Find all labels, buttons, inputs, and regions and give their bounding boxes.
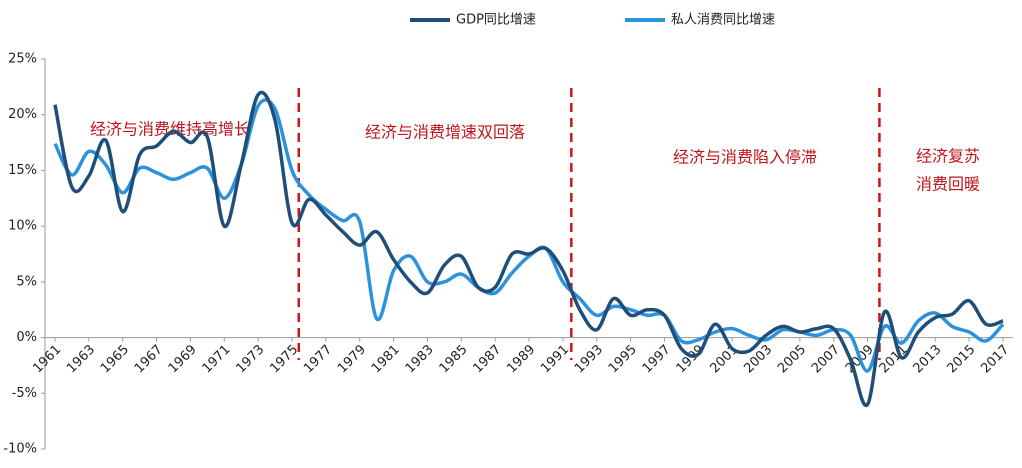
x-tick-label: 1989 bbox=[504, 342, 538, 376]
series-line bbox=[53, 90, 1004, 408]
x-tick-label: 1979 bbox=[335, 342, 369, 376]
x-tick-label: 1975 bbox=[267, 342, 301, 376]
x-tick-label: 1973 bbox=[233, 342, 267, 376]
x-tick-label: 1977 bbox=[301, 342, 335, 376]
x-tick-label: 1963 bbox=[64, 342, 98, 376]
y-tick-label: 5% bbox=[16, 274, 37, 289]
annotation: 消费回暖 bbox=[916, 175, 980, 194]
x-tick-label: 1987 bbox=[470, 342, 504, 376]
y-tick-label: -5% bbox=[12, 386, 37, 401]
x-tick-label: 2007 bbox=[809, 342, 843, 376]
x-tick-label: 1983 bbox=[403, 342, 437, 376]
x-tick-label: 1985 bbox=[437, 342, 471, 376]
legend-label: GDP同比增速 bbox=[456, 13, 536, 28]
y-tick-label: 0% bbox=[16, 330, 37, 345]
x-tick-label: 2015 bbox=[944, 342, 978, 376]
x-tick-label: 1965 bbox=[98, 342, 132, 376]
legend-label: 私人消费同比增速 bbox=[671, 13, 775, 28]
y-tick-label: 10% bbox=[8, 219, 37, 234]
x-tick-label: 1991 bbox=[538, 342, 572, 376]
x-tick-label: 1961 bbox=[30, 342, 64, 376]
x-tick-label: 2013 bbox=[911, 342, 945, 376]
annotation: 经济与消费增速双回落 bbox=[365, 123, 525, 142]
x-tick-label: 2001 bbox=[707, 342, 741, 376]
x-tick-label: 1993 bbox=[572, 342, 606, 376]
x-tick-label: 2003 bbox=[741, 342, 775, 376]
x-tick-label: 1997 bbox=[640, 342, 674, 376]
annotation: 经济与消费陷入停滞 bbox=[673, 148, 817, 167]
x-tick-label: 2005 bbox=[775, 342, 809, 376]
x-tick-label: 2011 bbox=[877, 342, 911, 376]
x-tick-label: 2017 bbox=[978, 342, 1012, 376]
series-line bbox=[53, 98, 1005, 373]
annotation: 经济复苏 bbox=[916, 147, 980, 166]
x-tick-label: 1967 bbox=[132, 342, 166, 376]
x-tick-label: 1981 bbox=[369, 342, 403, 376]
y-tick-label: 15% bbox=[8, 163, 37, 178]
x-tick-label: 1969 bbox=[166, 342, 200, 376]
annotation: 经济与消费维持高增长 bbox=[90, 120, 250, 139]
y-tick-label: -10% bbox=[3, 442, 37, 457]
x-tick-label: 1995 bbox=[606, 342, 640, 376]
y-tick-label: 20% bbox=[8, 107, 37, 122]
y-tick-label: 25% bbox=[8, 52, 37, 67]
x-tick-label: 1971 bbox=[200, 342, 234, 376]
